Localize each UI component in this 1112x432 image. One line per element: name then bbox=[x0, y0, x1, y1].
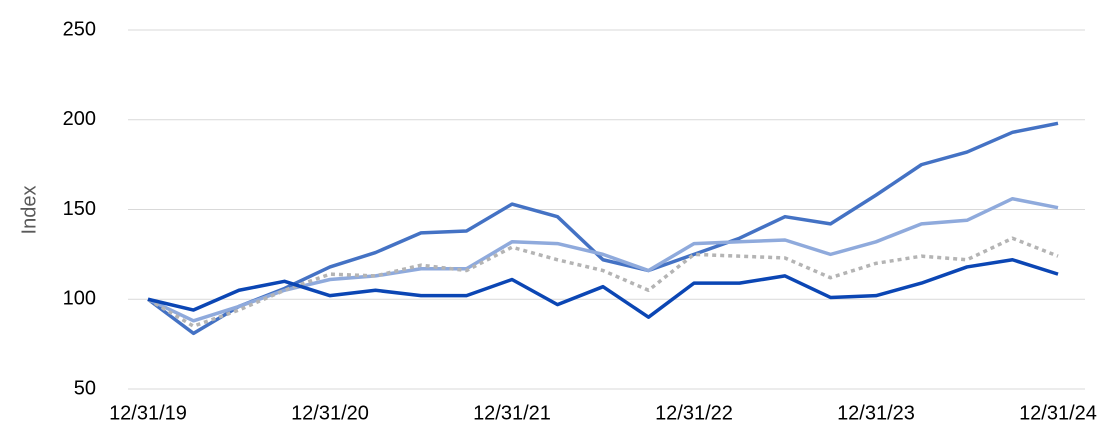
series-line bbox=[146, 121, 1059, 336]
x-tick-label: 12/31/19 bbox=[109, 402, 187, 424]
y-tick-label: 250 bbox=[63, 18, 96, 40]
y-tick-label: 150 bbox=[63, 198, 96, 220]
series-line bbox=[147, 258, 1059, 319]
y-tick-label: 50 bbox=[74, 377, 96, 399]
y-tick-label: 200 bbox=[63, 108, 96, 130]
x-tick-label: 12/31/23 bbox=[837, 402, 915, 424]
x-tick-label: 12/31/22 bbox=[655, 402, 733, 424]
series-line bbox=[147, 236, 1059, 328]
x-tick-label: 12/31/24 bbox=[1019, 402, 1097, 424]
y-axis-label: Index bbox=[18, 186, 40, 235]
y-tick-label: 100 bbox=[63, 288, 96, 310]
x-tick-label: 12/31/20 bbox=[291, 402, 369, 424]
x-tick-label: 12/31/21 bbox=[473, 402, 551, 424]
